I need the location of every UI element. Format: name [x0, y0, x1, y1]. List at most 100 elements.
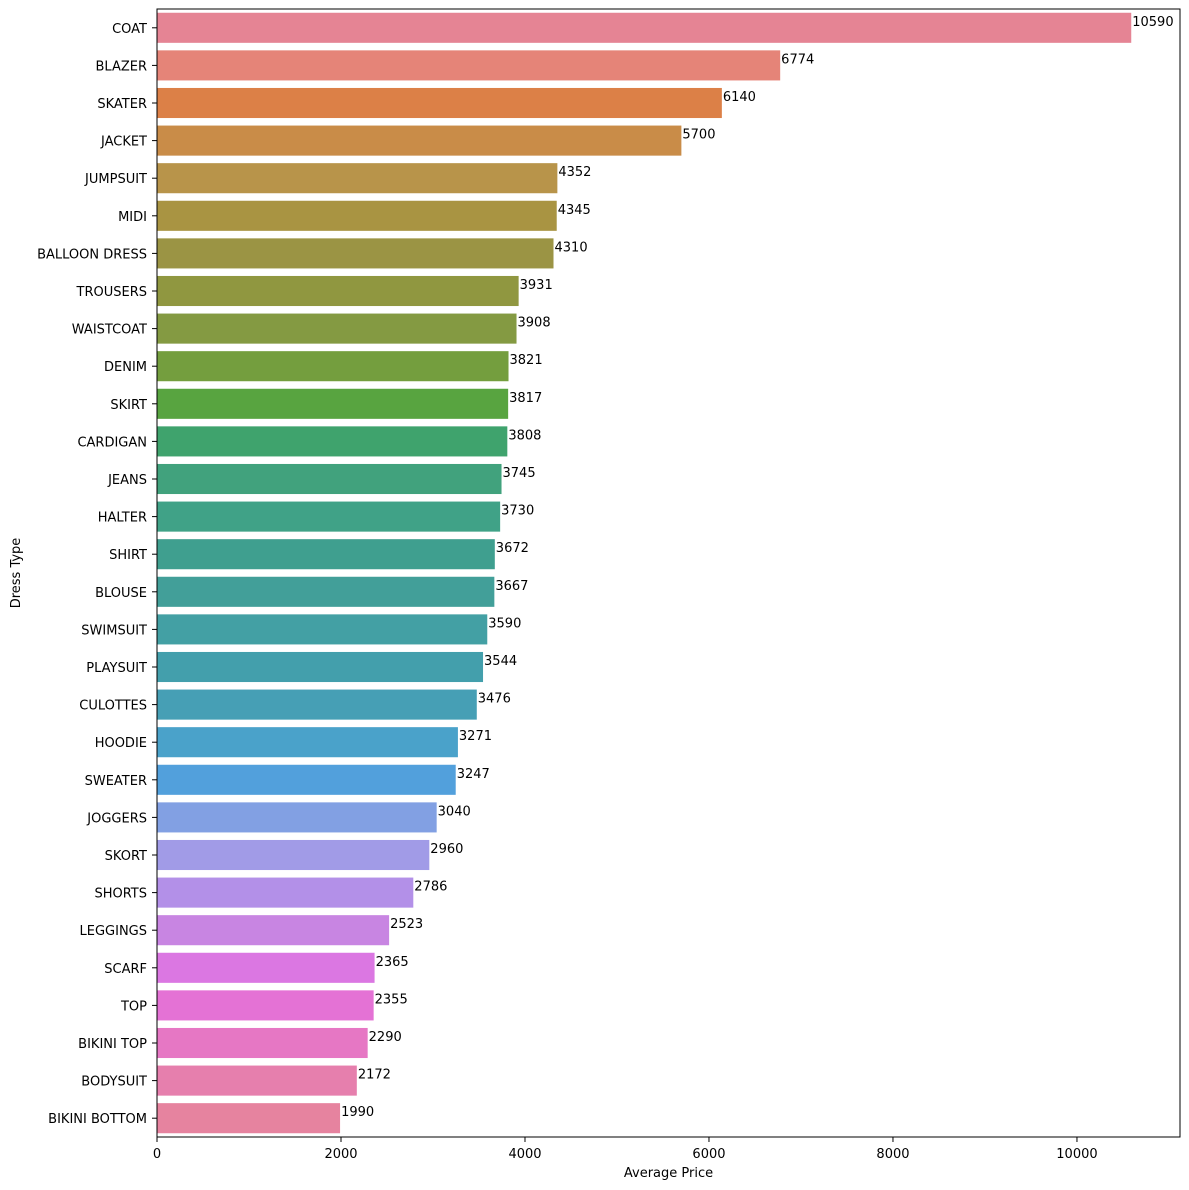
- category-label-denim: DENIM: [104, 360, 147, 375]
- bar-halter: [157, 501, 501, 532]
- category-label-shorts: SHORTS: [94, 887, 147, 902]
- bar-bikini-bottom: [157, 1103, 341, 1134]
- data-label-bikini-bottom: 1990: [341, 1105, 374, 1120]
- category-label-jumpsuit: JUMPSUIT: [84, 172, 147, 187]
- category-label-bikini-bottom: BIKINI BOTTOM: [48, 1112, 147, 1127]
- bar-waistcoat: [157, 313, 517, 344]
- category-label-bikini-top: BIKINI TOP: [78, 1037, 147, 1052]
- category-label-joggers: JOGGERS: [86, 811, 147, 826]
- category-label-cardigan: CARDIGAN: [77, 435, 147, 450]
- data-label-joggers: 3040: [438, 804, 471, 819]
- data-label-bikini-top: 2290: [369, 1030, 402, 1045]
- category-label-waistcoat: WAISTCOAT: [72, 323, 147, 338]
- bar-shirt: [157, 539, 495, 570]
- data-label-coat: 10590: [1132, 15, 1173, 30]
- category-label-playsuit: PLAYSUIT: [86, 661, 147, 676]
- bar-top: [157, 990, 374, 1021]
- bar-blouse: [157, 576, 495, 607]
- category-label-top: TOP: [120, 999, 147, 1014]
- category-label-skirt: SKIRT: [110, 398, 147, 413]
- category-label-scarf: SCARF: [104, 962, 147, 977]
- data-label-shirt: 3672: [496, 541, 529, 556]
- bar-hoodie: [157, 727, 458, 758]
- bar-bikini-top: [157, 1027, 368, 1059]
- x-axis-title: Average Price: [624, 1166, 713, 1181]
- bar-blazer: [157, 50, 781, 81]
- category-label-leggings: LEGGINGS: [80, 924, 148, 939]
- category-label-blouse: BLOUSE: [95, 586, 147, 601]
- category-label-midi: MIDI: [118, 210, 147, 225]
- data-label-culottes: 3476: [478, 692, 511, 707]
- bar-bodysuit: [157, 1065, 357, 1096]
- bar-skater: [157, 87, 722, 119]
- category-label-jacket: JACKET: [100, 135, 147, 150]
- bar-joggers: [157, 802, 437, 833]
- bar-jeans: [157, 463, 502, 495]
- category-label-sweater: SWEATER: [85, 774, 147, 789]
- data-label-waistcoat: 3908: [518, 316, 551, 331]
- category-label-coat: COAT: [112, 22, 147, 37]
- data-label-shorts: 2786: [414, 880, 447, 895]
- x-tick-label: 10000: [1056, 1147, 1097, 1162]
- bar-shorts: [157, 877, 414, 908]
- category-label-bodysuit: BODYSUIT: [81, 1075, 147, 1090]
- bar-culottes: [157, 689, 477, 720]
- category-label-culottes: CULOTTES: [79, 699, 147, 714]
- category-label-hoodie: HOODIE: [95, 736, 147, 751]
- x-tick-label: 0: [153, 1147, 161, 1162]
- bar-jumpsuit: [157, 163, 558, 194]
- category-label-trousers: TROUSERS: [76, 285, 147, 300]
- bar-balloon-dress: [157, 238, 554, 269]
- data-label-skater: 6140: [723, 90, 756, 105]
- data-label-sweater: 3247: [457, 767, 490, 782]
- x-axis-ticks-group: 0 2000 4000 6000 8000 10000: [153, 1137, 1098, 1162]
- category-label-skort: SKORT: [105, 849, 147, 864]
- plot-frame: [156, 8, 1181, 1138]
- bar-playsuit: [157, 651, 484, 683]
- x-tick-label: 6000: [692, 1147, 725, 1162]
- bar-scarf: [157, 952, 375, 983]
- data-label-blazer: 6774: [781, 52, 814, 67]
- bar-cardigan: [157, 426, 508, 457]
- data-labels-group: 10590 6774 6140 5700 4352 4345 4310 3931 3908 382…: [341, 15, 1174, 1120]
- bar-sweater: [157, 764, 456, 795]
- x-tick-label: 4000: [508, 1147, 541, 1162]
- data-label-denim: 3821: [510, 353, 543, 368]
- bars-group: [157, 12, 1132, 1134]
- data-label-blouse: 3667: [495, 579, 528, 594]
- data-label-skirt: 3817: [509, 391, 542, 406]
- data-label-skort: 2960: [430, 842, 463, 857]
- bar-swimsuit: [157, 614, 488, 645]
- data-label-trousers: 3931: [520, 278, 553, 293]
- bar-coat: [157, 12, 1132, 43]
- data-label-swimsuit: 3590: [488, 616, 521, 631]
- data-label-playsuit: 3544: [484, 654, 517, 669]
- x-tick-label: 2000: [324, 1147, 357, 1162]
- bar-trousers: [157, 275, 519, 307]
- y-axis-title: Dress Type: [9, 538, 24, 609]
- data-label-top: 2355: [375, 992, 408, 1007]
- bar-leggings: [157, 915, 390, 946]
- data-label-jacket: 5700: [682, 128, 715, 143]
- bar-skirt: [157, 388, 509, 419]
- category-label-shirt: SHIRT: [109, 548, 147, 563]
- data-label-leggings: 2523: [390, 917, 423, 932]
- data-label-bodysuit: 2172: [358, 1068, 391, 1083]
- category-label-halter: HALTER: [98, 511, 147, 526]
- category-label-blazer: BLAZER: [95, 59, 147, 74]
- category-label-skater: SKATER: [97, 97, 147, 112]
- data-label-balloon-dress: 4310: [555, 240, 588, 255]
- bar-jacket: [157, 125, 682, 156]
- data-label-scarf: 2365: [376, 955, 409, 970]
- data-label-midi: 4345: [558, 203, 591, 218]
- data-label-halter: 3730: [501, 504, 534, 519]
- data-label-cardigan: 3808: [508, 428, 541, 443]
- category-label-jeans: JEANS: [107, 473, 147, 488]
- bar-midi: [157, 200, 557, 231]
- category-labels-group: COAT BLAZER SKATER JACKET JUMPSUIT MIDI BALLOO…: [37, 22, 157, 1127]
- category-label-swimsuit: SWIMSUIT: [81, 623, 147, 638]
- bar-skort: [157, 839, 430, 871]
- data-label-jeans: 3745: [503, 466, 536, 481]
- data-label-hoodie: 3271: [459, 729, 492, 744]
